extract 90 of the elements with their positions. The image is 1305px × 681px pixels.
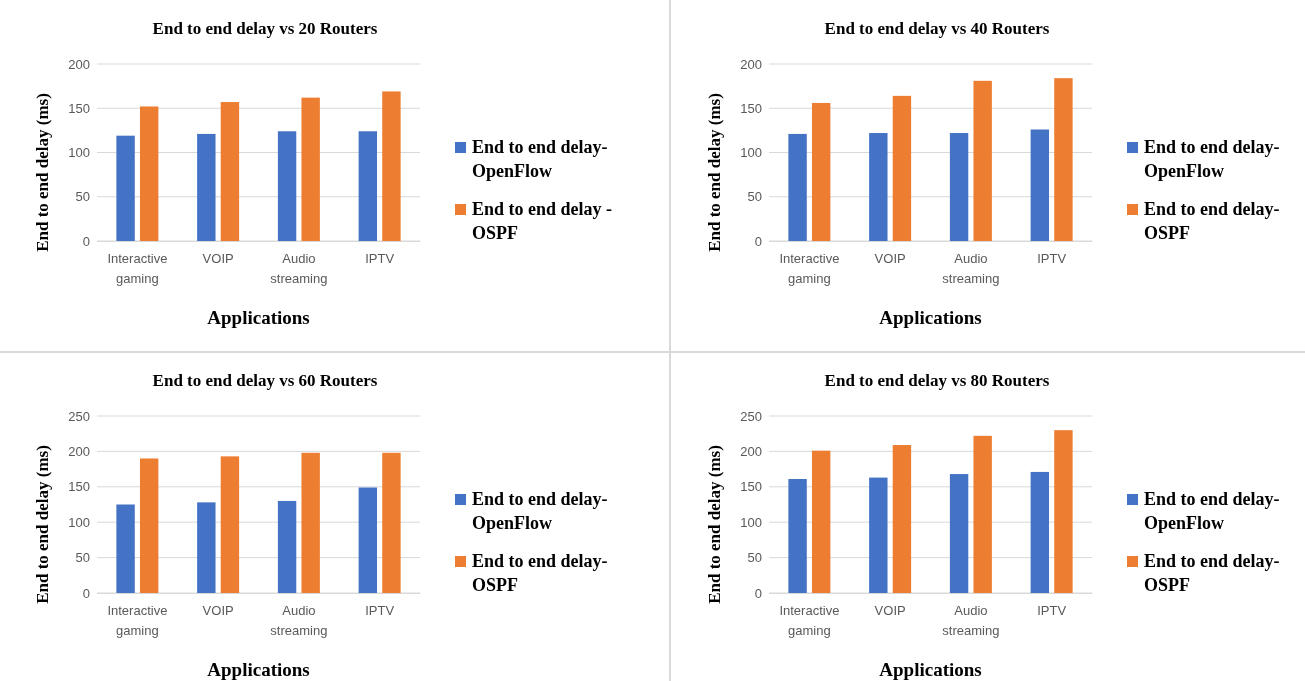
legend-label: End to end delay-OSPF [1144,551,1280,595]
bar [382,91,401,241]
bar [892,445,912,593]
bar [1054,430,1073,593]
y-tick-label: 250 [740,408,762,424]
bar [788,479,807,593]
bar [277,131,297,241]
x-tick-label: IPTV [1037,603,1067,618]
x-axis-title: Applications [879,307,982,328]
x-axis-title: Applications [207,659,310,680]
y-tick-label: 200 [68,444,90,460]
bar [811,450,831,593]
bar [116,135,135,241]
bar [139,458,159,593]
y-tick-label: 150 [740,100,762,116]
y-axis-title: End to end delay (ms) [33,445,52,604]
y-tick-label: 200 [740,444,762,460]
bar [277,500,297,593]
x-tick-label: Audio streaming [942,603,1000,638]
x-axis-title: Applications [207,307,310,328]
bar [220,456,240,593]
x-tick-label: VOIP [202,603,234,618]
bar [973,435,992,593]
y-tick-label: 50 [75,189,90,205]
x-tick-label: Interactive gaming [779,603,840,638]
legend-label: End to end delay -OSPF [472,199,613,243]
bar [869,133,888,241]
y-tick-label: 0 [82,585,90,601]
x-tick-label: VOIP [874,251,906,266]
bar [358,487,378,593]
bar [869,477,888,593]
y-tick-label: 100 [740,514,762,530]
bar [892,95,912,241]
x-axis-title: Applications [879,659,982,680]
y-tick-label: 150 [740,479,762,495]
y-axis-title: End to end delay (ms) [33,93,52,252]
bar [139,106,159,241]
chart-title: End to end delay vs 80 Routers [824,371,1050,390]
bar [811,102,831,241]
bar [1030,129,1050,241]
chart-title: End to end delay vs 20 Routers [152,19,378,38]
y-tick-label: 150 [68,100,90,116]
y-tick-label: 0 [82,233,90,249]
bar [197,502,216,593]
chart-title: End to end delay vs 60 Routers [152,371,378,390]
legend-label: End to end delay-OSPF [1144,199,1280,243]
y-tick-label: 0 [754,233,762,249]
y-tick-label: 50 [747,189,762,205]
bar [301,452,320,593]
legend-label: End to end delay-OpenFlow [1144,137,1280,181]
legend-label: End to end delay-OpenFlow [472,489,608,533]
legend-label: End to end delay-OSPF [472,551,608,595]
bar [949,474,969,593]
chart-title: End to end delay vs 40 Routers [824,19,1050,38]
x-tick-label: Audio streaming [942,251,1000,286]
x-tick-label: Audio streaming [270,603,328,638]
y-tick-label: 0 [754,585,762,601]
x-tick-label: Interactive gaming [107,603,168,638]
bar [788,133,807,241]
y-axis-title: End to end delay (ms) [705,93,724,252]
bar [301,97,320,241]
x-tick-label: IPTV [1037,251,1067,266]
bar [1054,78,1073,241]
x-tick-label: IPTV [365,251,395,266]
bar [197,133,216,241]
legend-label: End to end delay-OpenFlow [1144,489,1280,533]
x-tick-label: VOIP [874,603,906,618]
y-tick-label: 100 [740,145,762,161]
bar [382,452,401,593]
x-tick-label: Interactive gaming [779,251,840,286]
bar [949,133,969,241]
x-tick-label: Interactive gaming [107,251,168,286]
y-tick-label: 50 [747,550,762,566]
x-tick-label: IPTV [365,603,395,618]
x-tick-label: Audio streaming [270,251,328,286]
y-tick-label: 150 [68,479,90,495]
y-axis-title: End to end delay (ms) [705,445,724,604]
y-tick-label: 250 [68,408,90,424]
bar [220,102,240,241]
x-tick-label: VOIP [202,251,234,266]
y-tick-label: 200 [68,56,90,72]
y-tick-label: 200 [740,56,762,72]
y-tick-label: 100 [68,514,90,530]
bar [1030,471,1050,593]
bar [116,504,135,593]
legend-label: End to end delay-OpenFlow [472,137,608,181]
y-tick-label: 100 [68,145,90,161]
bar [973,80,992,241]
bar [358,131,378,241]
y-tick-label: 50 [75,550,90,566]
